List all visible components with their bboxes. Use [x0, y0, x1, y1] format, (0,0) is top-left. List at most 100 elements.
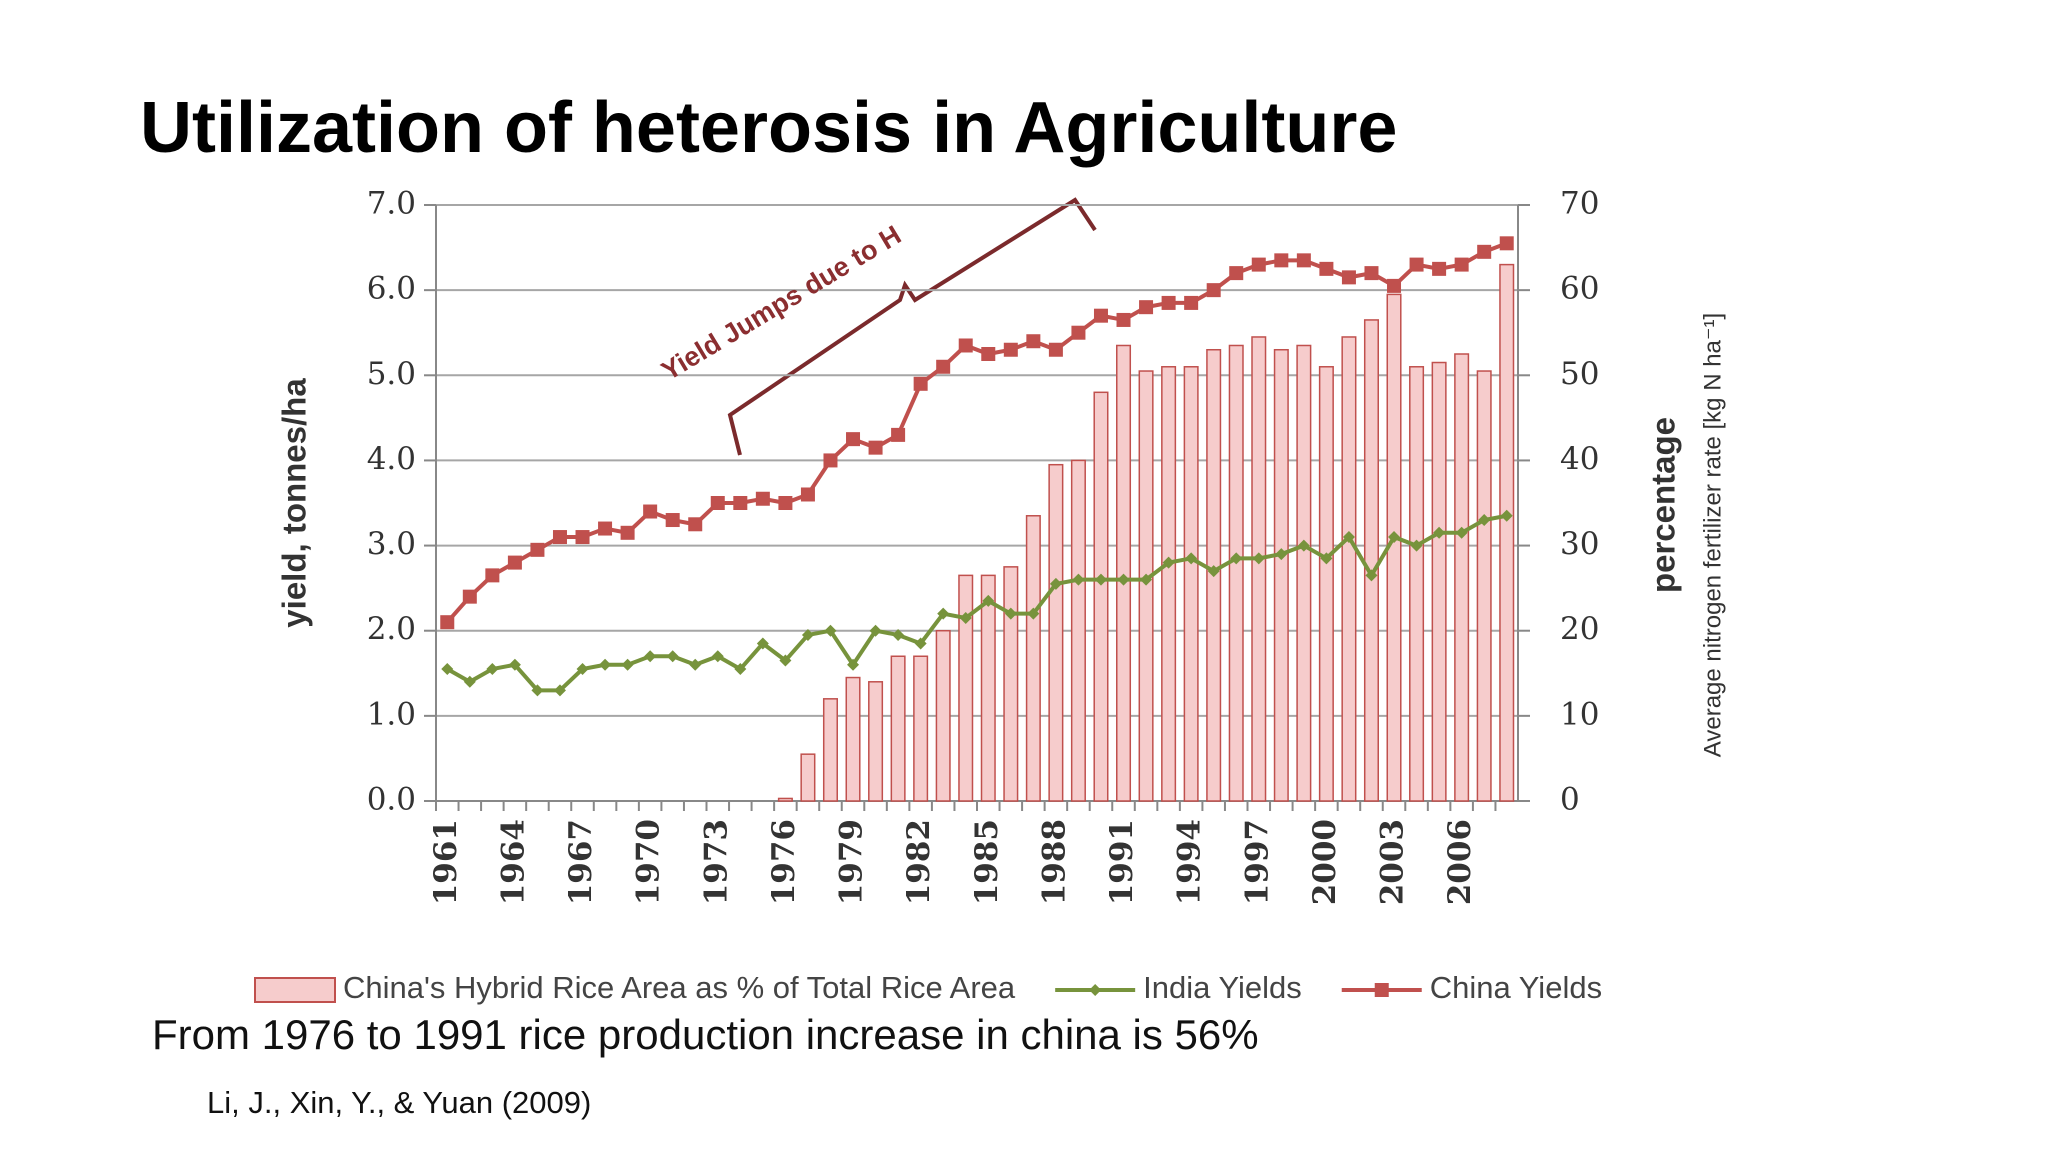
point — [800, 487, 815, 502]
bar — [1273, 348, 1289, 802]
point — [914, 637, 927, 650]
point — [823, 453, 838, 468]
x-tick-label: 2006 — [1442, 819, 1478, 905]
point — [530, 542, 545, 557]
point — [1229, 266, 1244, 281]
y2-tick-label: 60 — [1560, 271, 1599, 307]
bar — [890, 655, 906, 802]
annotation: Yield Jumps due to H — [656, 220, 906, 387]
point — [1320, 552, 1333, 565]
bar — [935, 629, 951, 802]
point — [599, 658, 612, 671]
point — [1207, 565, 1220, 578]
x-tick-label: 1991 — [1104, 819, 1140, 905]
legend-label: China's Hybrid Rice Area as % of Total R… — [343, 970, 1016, 1005]
point — [1296, 253, 1311, 268]
bar — [1251, 336, 1267, 802]
point — [1185, 552, 1198, 565]
point — [1139, 300, 1154, 315]
point — [913, 376, 928, 391]
bar — [1228, 344, 1244, 802]
y2-tick-label: 50 — [1560, 356, 1599, 392]
point — [1230, 552, 1243, 565]
point — [1161, 295, 1176, 310]
point — [710, 496, 725, 510]
point — [1410, 539, 1423, 552]
x-tick-label: 1994 — [1172, 819, 1208, 905]
x-tick-label: 1997 — [1239, 819, 1275, 905]
point — [441, 663, 454, 676]
point — [869, 624, 882, 637]
y2-tick-label: 0 — [1560, 782, 1580, 818]
point — [1094, 573, 1107, 586]
legend-marker — [1374, 983, 1389, 997]
bar — [1341, 336, 1357, 802]
x-tick-label: 1970 — [631, 819, 667, 905]
point — [1206, 283, 1221, 298]
bar — [777, 797, 793, 802]
point — [508, 658, 521, 671]
point — [1478, 514, 1491, 527]
point — [462, 589, 477, 604]
point — [891, 427, 906, 442]
point — [1003, 342, 1018, 357]
point — [779, 654, 792, 667]
point — [463, 675, 476, 688]
bar — [845, 676, 861, 802]
bar — [1363, 319, 1379, 802]
y-axis-title: yield, tonnes/ha — [276, 378, 313, 628]
y-tick-label: 3.0 — [367, 526, 416, 562]
point — [486, 663, 499, 676]
y-tick-label: 4.0 — [367, 441, 416, 477]
point — [644, 650, 657, 663]
point — [485, 568, 500, 583]
point — [665, 513, 680, 528]
bar — [1048, 463, 1064, 802]
bar — [1454, 353, 1470, 802]
x-tick-label: 1961 — [428, 819, 464, 905]
bar — [1116, 344, 1132, 802]
legend-marker — [1089, 984, 1102, 996]
point — [1026, 334, 1041, 349]
y2-tick-label: 70 — [1560, 186, 1599, 222]
point — [1433, 526, 1446, 539]
point — [847, 658, 860, 671]
point — [846, 432, 861, 447]
x-tick-label: 1982 — [901, 819, 937, 905]
point — [620, 525, 635, 540]
bar — [958, 574, 974, 802]
citation: Li, J., Xin, Y., & Yuan (2009) — [207, 1085, 591, 1120]
point — [1048, 342, 1063, 357]
point — [1275, 548, 1288, 561]
x-tick-label: 1985 — [969, 819, 1005, 905]
point — [1071, 325, 1086, 340]
annotation-bracket — [727, 197, 1097, 456]
y-tick-label: 2.0 — [367, 611, 416, 647]
y2-tick-label: 40 — [1560, 441, 1599, 477]
point — [598, 521, 613, 536]
point — [1297, 539, 1310, 552]
point — [892, 628, 905, 641]
bar — [1138, 370, 1154, 802]
x-tick-label: 1976 — [766, 819, 802, 905]
point — [1365, 569, 1378, 582]
point — [801, 628, 814, 641]
y-tick-label: 5.0 — [367, 356, 416, 392]
bar — [1161, 366, 1177, 802]
bar — [1318, 366, 1334, 802]
point — [1319, 261, 1334, 276]
y2-tick-label: 10 — [1560, 696, 1599, 732]
point — [1140, 573, 1153, 586]
y2-tick-label: 30 — [1560, 526, 1599, 562]
bar — [1431, 361, 1447, 802]
point — [1004, 607, 1017, 620]
legend-swatch — [254, 977, 336, 1003]
point — [1252, 552, 1265, 565]
point — [553, 684, 566, 697]
point — [1117, 573, 1130, 586]
point — [868, 440, 883, 455]
point — [711, 650, 724, 663]
point — [1274, 253, 1289, 268]
